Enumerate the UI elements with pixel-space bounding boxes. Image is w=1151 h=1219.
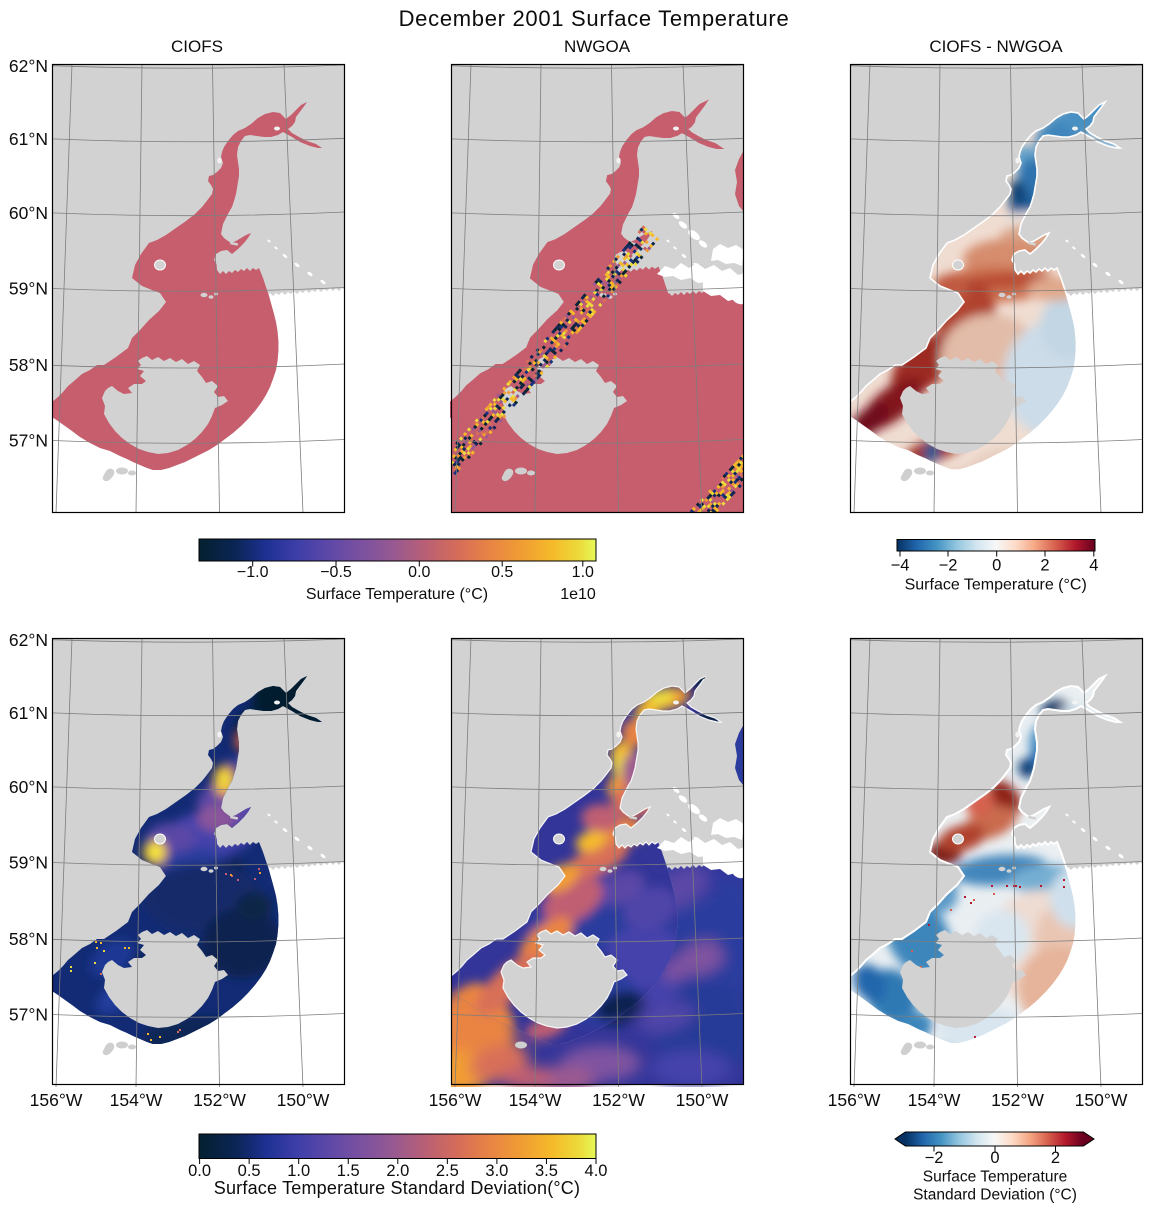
svg-text:61°N: 61°N bbox=[9, 703, 48, 723]
svg-text:1.0: 1.0 bbox=[572, 564, 594, 581]
svg-text:62°N: 62°N bbox=[9, 56, 48, 76]
svg-text:2.5: 2.5 bbox=[436, 1162, 459, 1180]
svg-text:−2: −2 bbox=[939, 557, 958, 575]
svg-text:4.0: 4.0 bbox=[585, 1162, 608, 1180]
svg-text:CIOFS - NWGOA: CIOFS - NWGOA bbox=[929, 37, 1063, 56]
svg-text:2: 2 bbox=[1040, 557, 1049, 575]
svg-text:60°N: 60°N bbox=[9, 203, 48, 223]
svg-text:58°N: 58°N bbox=[9, 929, 48, 949]
svg-text:150°W: 150°W bbox=[676, 1090, 729, 1110]
svg-text:0.0: 0.0 bbox=[188, 1162, 211, 1180]
svg-text:3.5: 3.5 bbox=[535, 1162, 558, 1180]
svg-text:0: 0 bbox=[990, 1149, 999, 1167]
svg-text:150°W: 150°W bbox=[277, 1090, 330, 1110]
svg-text:1e10: 1e10 bbox=[560, 586, 596, 603]
svg-text:57°N: 57°N bbox=[9, 431, 48, 451]
svg-text:60°N: 60°N bbox=[9, 777, 48, 797]
svg-text:154°W: 154°W bbox=[908, 1090, 961, 1110]
svg-text:152°W: 152°W bbox=[193, 1090, 246, 1110]
svg-text:1.0: 1.0 bbox=[287, 1162, 310, 1180]
svg-text:−2: −2 bbox=[925, 1149, 944, 1167]
svg-text:Surface Temperature (°C): Surface Temperature (°C) bbox=[306, 586, 488, 603]
svg-text:150°W: 150°W bbox=[1075, 1090, 1128, 1110]
svg-text:156°W: 156°W bbox=[429, 1090, 482, 1110]
svg-text:62°N: 62°N bbox=[9, 630, 48, 650]
svg-text:0: 0 bbox=[992, 557, 1001, 575]
svg-text:154°W: 154°W bbox=[110, 1090, 163, 1110]
svg-text:61°N: 61°N bbox=[9, 129, 48, 149]
svg-text:156°W: 156°W bbox=[30, 1090, 83, 1110]
svg-text:154°W: 154°W bbox=[509, 1090, 562, 1110]
svg-text:58°N: 58°N bbox=[9, 355, 48, 375]
svg-text:CIOFS: CIOFS bbox=[171, 37, 223, 56]
svg-text:0.5: 0.5 bbox=[491, 564, 513, 581]
svg-text:59°N: 59°N bbox=[9, 279, 48, 299]
svg-text:−1.0: −1.0 bbox=[237, 564, 269, 581]
svg-text:3.0: 3.0 bbox=[485, 1162, 508, 1180]
svg-text:Surface Temperature: Surface Temperature bbox=[923, 1169, 1067, 1186]
svg-text:152°W: 152°W bbox=[991, 1090, 1044, 1110]
svg-text:NWGOA: NWGOA bbox=[564, 37, 631, 56]
svg-text:Standard Deviation (°C): Standard Deviation (°C) bbox=[913, 1187, 1077, 1204]
svg-text:−0.5: −0.5 bbox=[320, 564, 352, 581]
svg-text:2.0: 2.0 bbox=[386, 1162, 409, 1180]
svg-text:2: 2 bbox=[1051, 1149, 1060, 1167]
svg-text:152°W: 152°W bbox=[592, 1090, 645, 1110]
svg-text:0.0: 0.0 bbox=[408, 564, 430, 581]
svg-text:156°W: 156°W bbox=[828, 1090, 881, 1110]
svg-text:Surface Temperature Standard D: Surface Temperature Standard Deviation(°… bbox=[214, 1178, 580, 1198]
svg-text:Surface Temperature (°C): Surface Temperature (°C) bbox=[905, 577, 1087, 594]
svg-text:December 2001 Surface Temperat: December 2001 Surface Temperature bbox=[399, 6, 790, 31]
svg-text:−4: −4 bbox=[891, 557, 910, 575]
svg-text:1.5: 1.5 bbox=[337, 1162, 360, 1180]
svg-text:59°N: 59°N bbox=[9, 853, 48, 873]
svg-text:0.5: 0.5 bbox=[238, 1162, 261, 1180]
svg-text:4: 4 bbox=[1089, 557, 1098, 575]
svg-text:57°N: 57°N bbox=[9, 1005, 48, 1025]
